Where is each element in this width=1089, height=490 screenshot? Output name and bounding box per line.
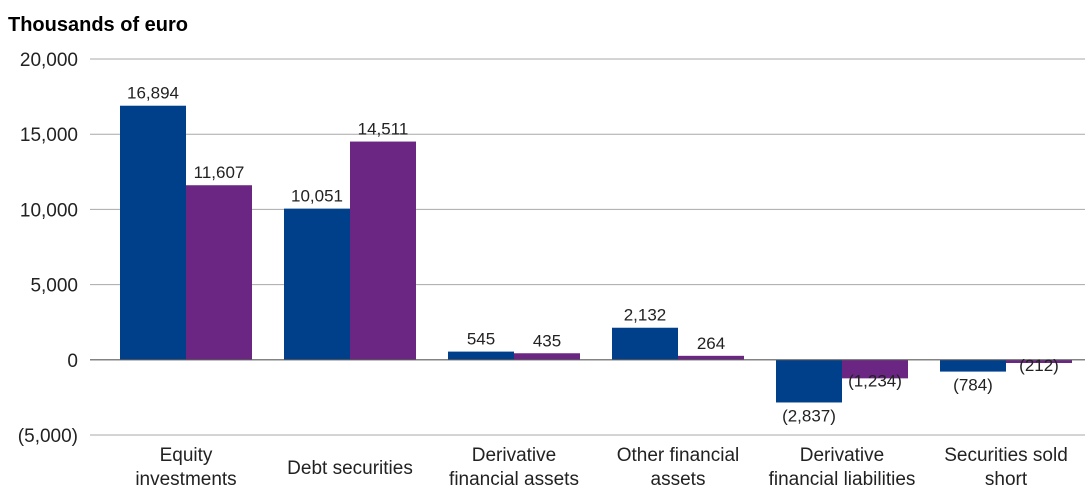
y-tick-label: 0 xyxy=(67,351,78,372)
bar xyxy=(448,351,514,360)
bar xyxy=(514,353,580,360)
category-label: Debt securities xyxy=(287,458,413,479)
y-axis-tick-labels: 20,000 15,000 10,000 5,000 0 (5,000) xyxy=(18,50,78,447)
y-tick-label: (5,000) xyxy=(18,426,78,447)
data-label: 545 xyxy=(467,330,495,349)
bar xyxy=(776,359,842,403)
data-label: 264 xyxy=(697,334,725,353)
bar xyxy=(284,208,350,360)
data-label: 16,894 xyxy=(127,84,179,103)
category-label: Derivative financial assets xyxy=(449,445,579,490)
y-tick-label: 10,000 xyxy=(20,200,78,221)
bar xyxy=(940,359,1006,372)
bar xyxy=(186,185,252,360)
data-label: (784) xyxy=(953,376,993,395)
data-label: (2,837) xyxy=(782,406,836,425)
data-label: 2,132 xyxy=(624,306,667,325)
category-label: Securities sold short xyxy=(944,445,1068,490)
y-tick-label: 15,000 xyxy=(20,125,78,146)
bar xyxy=(678,355,744,360)
category-label: Equity investments xyxy=(135,445,236,490)
chart-unit-title: Thousands of euro xyxy=(8,14,188,36)
data-label: (1,234) xyxy=(848,371,902,390)
category-label: Other financial assets xyxy=(617,445,740,490)
data-label: 10,051 xyxy=(291,187,343,206)
data-labels: 16,894 10,051 545 2,132 (2,837) (784) 11,607 14… xyxy=(127,84,1059,426)
data-label: 14,511 xyxy=(358,120,409,139)
category-labels: Equity investments Debt securities Derivati… xyxy=(135,445,1067,490)
data-label: 435 xyxy=(533,331,561,350)
gridlines xyxy=(90,58,1085,436)
y-tick-label: 20,000 xyxy=(20,50,78,71)
bar xyxy=(120,105,186,360)
bars xyxy=(120,105,1072,403)
category-label: Derivative financial liabilities xyxy=(769,445,916,490)
data-label: 11,607 xyxy=(194,163,245,182)
bar xyxy=(842,359,908,379)
bar xyxy=(350,141,416,360)
bar xyxy=(1006,359,1072,363)
data-label: (212) xyxy=(1019,356,1059,375)
y-tick-label: 5,000 xyxy=(30,276,78,297)
bar xyxy=(612,327,678,360)
